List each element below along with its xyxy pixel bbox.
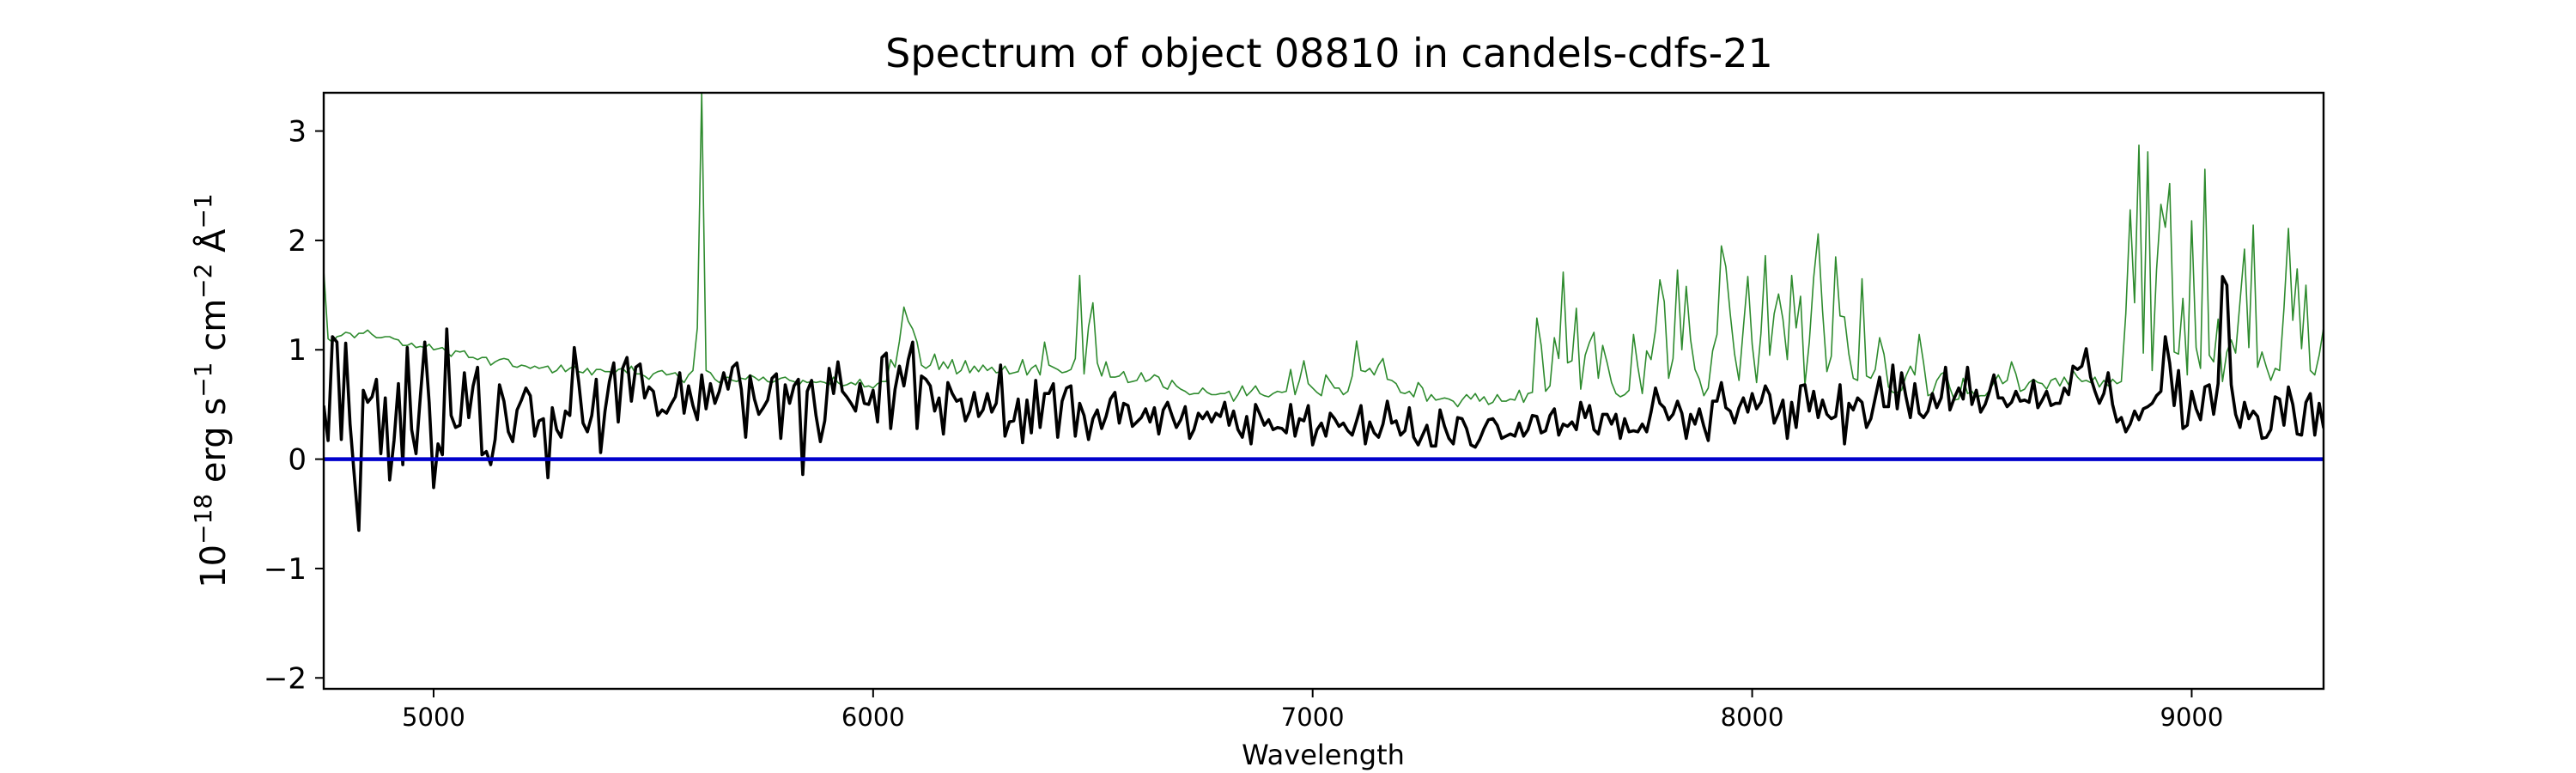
x-axis-ticks: 5000 6000 7000 8000 9000 <box>402 689 2223 732</box>
x-tick-label: 9000 <box>2160 703 2224 732</box>
flux-series-line <box>324 275 2324 533</box>
x-tick-label: 7000 <box>1281 703 1345 732</box>
y-label-base: 10 <box>194 545 234 588</box>
y-label-unit-cm: cm <box>194 299 234 362</box>
y-label-exp-1: −18 <box>189 494 217 545</box>
y-label-exp-4: −1 <box>189 193 217 228</box>
y-tick-label: 0 <box>288 443 307 478</box>
y-label-exp-3: −2 <box>189 264 217 299</box>
y-tick-label: −1 <box>264 552 307 587</box>
axes-frame <box>322 91 2325 691</box>
y-label-unit-erg: erg s <box>194 398 234 494</box>
y-label-exp-2: −1 <box>189 362 217 398</box>
x-tick-label: 6000 <box>841 703 905 732</box>
x-tick-label: 5000 <box>402 703 465 732</box>
y-tick-label: 2 <box>288 224 307 259</box>
plot-area <box>324 93 2324 533</box>
error-series-line <box>324 93 2324 408</box>
y-tick-label: 3 <box>288 115 307 149</box>
chart-title: Spectrum of object 08810 in candels-cdfs… <box>885 30 1773 76</box>
axes: 5000 6000 7000 8000 9000 −2 −1 0 1 2 3 <box>264 91 2325 732</box>
y-label-unit-angstrom: Å <box>192 228 234 264</box>
y-axis-ticks: −2 −1 0 1 2 3 <box>264 115 324 696</box>
y-tick-label: 1 <box>288 333 307 368</box>
y-tick-label: −2 <box>264 661 307 696</box>
x-axis-label: Wavelength <box>1242 739 1405 771</box>
x-tick-label: 8000 <box>1721 703 1784 732</box>
y-axis-label: 10−18 erg s−1 cm−2 Å−1 <box>189 193 234 588</box>
